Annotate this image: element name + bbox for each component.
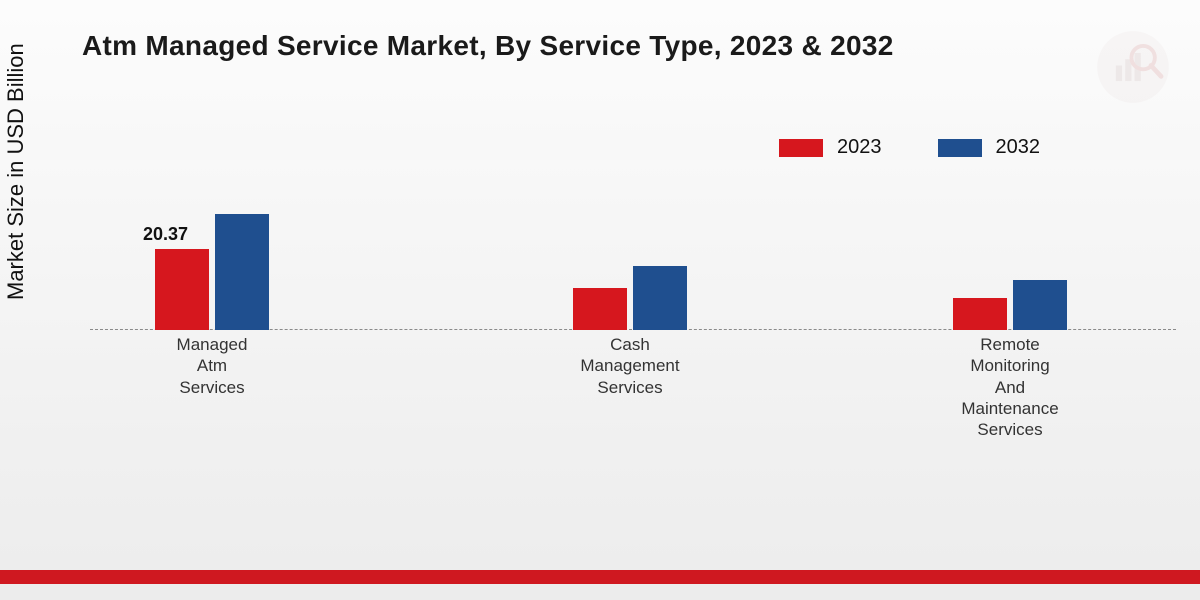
bar-2023-cash-mgmt (573, 288, 627, 330)
legend-item-2032: 2032 (938, 136, 1041, 159)
x-label-1-text: CashManagementServices (580, 335, 679, 397)
chart-title: Atm Managed Service Market, By Service T… (82, 30, 894, 62)
plot-area: 20.37 (90, 170, 1176, 330)
bar-2023-managed-atm (155, 249, 209, 331)
legend: 2023 2032 (779, 136, 1040, 159)
y-axis-label: Market Size in USD Billion (3, 43, 29, 300)
x-label-2: RemoteMonitoringAndMaintenanceServices (930, 334, 1090, 440)
x-label-0-text: ManagedAtmServices (177, 335, 248, 397)
watermark-logo-icon (1094, 28, 1172, 106)
footer-accent-bar (0, 570, 1200, 584)
chart-canvas: Atm Managed Service Market, By Service T… (0, 0, 1200, 600)
x-label-2-text: RemoteMonitoringAndMaintenanceServices (961, 335, 1058, 439)
legend-swatch-2032 (938, 139, 982, 157)
bar-2032-managed-atm (215, 214, 269, 330)
legend-label-2032: 2032 (996, 136, 1041, 159)
legend-swatch-2023 (779, 139, 823, 157)
x-label-1: CashManagementServices (550, 334, 710, 398)
legend-item-2023: 2023 (779, 136, 882, 159)
value-label-2023-managed-atm: 20.37 (143, 224, 188, 245)
bar-2032-cash-mgmt (633, 266, 687, 330)
bar-2023-remote-mon (953, 298, 1007, 330)
x-label-0: ManagedAtmServices (132, 334, 292, 398)
bar-2032-remote-mon (1013, 280, 1067, 330)
legend-label-2023: 2023 (837, 136, 882, 159)
